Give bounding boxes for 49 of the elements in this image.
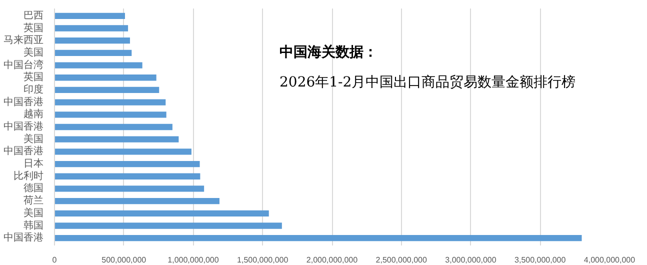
- y-tick-label: 中国香港: [4, 120, 44, 132]
- bar: [54, 124, 172, 130]
- y-tick-label: 中国台湾: [4, 58, 44, 71]
- x-tick-label: 1,000,000,000: [168, 256, 220, 264]
- y-tick-label: 印度: [24, 83, 44, 96]
- bar: [54, 160, 200, 168]
- bar: [54, 198, 220, 204]
- bar: [54, 210, 269, 216]
- y-tick-label: 荷兰: [24, 194, 44, 207]
- bar: [54, 50, 132, 56]
- y-tick-label: 美国: [24, 206, 44, 219]
- bar: [54, 12, 125, 19]
- bar: [54, 74, 156, 81]
- bar: [54, 136, 179, 142]
- bar: [54, 86, 160, 94]
- bar: [54, 25, 128, 32]
- y-tick-label: 马来西亚: [4, 34, 44, 46]
- bar: [54, 173, 200, 180]
- y-tick-label: 美国: [24, 46, 44, 58]
- bar: [54, 235, 582, 242]
- bar: [54, 99, 166, 106]
- bar: [54, 186, 204, 192]
- bar: [54, 112, 166, 118]
- text: 中国海关数据：: [280, 44, 378, 60]
- x-tick-label: 0: [52, 256, 58, 264]
- x-tick-label: 2,500,000,000: [376, 256, 428, 264]
- bar: [54, 38, 130, 44]
- x-tick-label: 500,000,000: [102, 256, 147, 264]
- y-tick-label: 越南: [24, 108, 44, 120]
- y-tick-label: 中国香港: [4, 145, 44, 158]
- bar: [54, 222, 282, 229]
- y-tick-label: 英国: [24, 22, 44, 34]
- x-tick-label: 2,000,000,000: [306, 256, 358, 264]
- y-tick-label: 比利时: [14, 170, 44, 182]
- text: 2026年1-2月中国出口商品贸易数量金额排行榜: [280, 74, 576, 90]
- y-tick-label: 德国: [24, 183, 44, 194]
- bar: [54, 62, 142, 68]
- x-tick-label: 3,000,000,000: [445, 256, 497, 264]
- y-tick-label: 韩国: [24, 219, 44, 232]
- y-tick-label: 英国: [24, 71, 44, 84]
- x-tick-label: 3,500,000,000: [514, 256, 566, 264]
- y-tick-label: 美国: [24, 132, 44, 145]
- x-tick-label: 1,500,000,000: [237, 256, 289, 264]
- y-tick-label: 中国香港: [4, 232, 44, 244]
- y-tick-label: 巴西: [24, 10, 44, 22]
- y-tick-label: 中国香港: [4, 96, 44, 108]
- y-tick-label: 日本: [24, 158, 44, 170]
- bar: [54, 148, 192, 155]
- x-tick-label: 4,000,000,000: [584, 256, 636, 264]
